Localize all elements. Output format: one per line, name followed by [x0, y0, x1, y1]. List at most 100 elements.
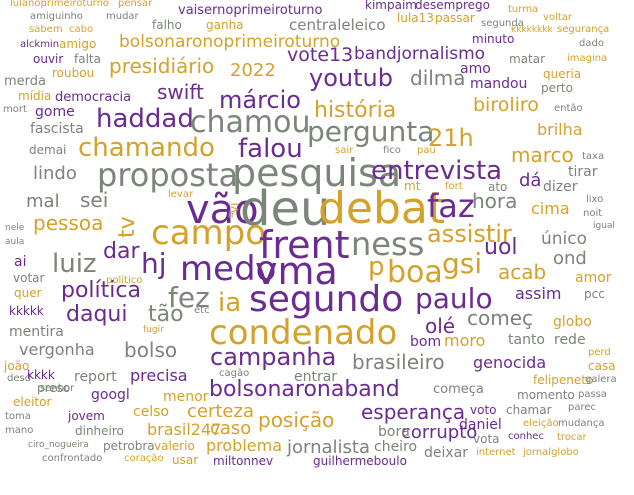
word: posição: [258, 408, 335, 432]
word: mandou: [470, 76, 528, 92]
word: jornalglobo: [523, 447, 579, 458]
word: rede: [554, 332, 586, 348]
word: nele: [5, 223, 25, 233]
word: brilha: [537, 120, 583, 139]
word: pergunta: [307, 115, 435, 148]
word: conhec: [508, 431, 544, 442]
word: guilhermeboulo: [313, 454, 407, 468]
word: usar: [172, 453, 199, 467]
word: ai: [14, 254, 27, 270]
word: proposta: [97, 156, 239, 194]
word: hora: [472, 189, 518, 213]
word: história: [314, 98, 397, 123]
word: haddad: [96, 104, 194, 134]
word: problema: [206, 436, 283, 455]
word: voto: [470, 403, 497, 417]
word: lixo: [586, 194, 604, 205]
word: deixar: [424, 445, 469, 461]
word: paulo: [415, 282, 493, 315]
word: sabem: [29, 24, 63, 35]
word: fez: [168, 281, 210, 314]
word: perto: [541, 81, 573, 95]
word: hj: [141, 247, 167, 280]
word: falta: [74, 52, 101, 66]
word: bolso: [124, 338, 178, 362]
word: vergonha: [19, 340, 95, 359]
word: report: [74, 369, 117, 385]
word: alckmin: [20, 39, 60, 50]
word: centraleleico: [289, 16, 386, 34]
word: globo: [553, 314, 592, 330]
word: minuto: [472, 32, 515, 46]
word: bolsonaronoprimeiroturno: [119, 32, 341, 52]
word: fascista: [30, 121, 84, 137]
word: entrevista: [371, 156, 503, 186]
word: começ: [467, 306, 534, 330]
word: vma: [255, 249, 338, 293]
word: tão: [148, 302, 184, 327]
word: vote13: [287, 44, 354, 66]
word: presidiário: [109, 54, 215, 78]
word: assistir: [427, 220, 512, 248]
word: celso: [133, 404, 170, 420]
word: queria: [543, 67, 582, 81]
word: sei: [80, 188, 109, 212]
word: ganha: [206, 18, 244, 32]
word: político: [106, 275, 143, 286]
word: vaisernoprimeiroturno: [178, 3, 323, 18]
word: pensar: [118, 0, 153, 9]
word: senhor: [40, 383, 75, 394]
word: menor: [163, 389, 209, 405]
word: voltar: [543, 12, 572, 23]
word: joão: [4, 359, 30, 373]
word: certeza: [187, 401, 254, 422]
word: moro: [444, 331, 486, 350]
word: campanha: [210, 343, 337, 371]
word: marco: [511, 143, 574, 167]
word: segunda: [481, 18, 524, 29]
word: chamando: [78, 133, 215, 163]
word: uol: [484, 235, 518, 260]
word: ness: [351, 225, 425, 263]
word: dado: [579, 38, 604, 49]
word: política: [61, 278, 141, 303]
word: luiz: [52, 249, 97, 279]
word: amiguinho: [30, 11, 83, 22]
word: desd: [7, 373, 32, 384]
word: mort: [3, 104, 27, 115]
word: momento: [517, 388, 575, 402]
word: entrar: [294, 369, 338, 385]
word: amor: [575, 270, 612, 286]
word: parec: [568, 402, 597, 413]
word: então: [554, 103, 583, 114]
word: mudar: [106, 11, 139, 22]
word: lindo: [33, 163, 77, 184]
word: olé: [425, 314, 456, 338]
word: genocida: [473, 353, 547, 372]
word: brasil247: [147, 420, 222, 439]
word: começa: [433, 382, 484, 397]
word: vota: [473, 432, 500, 446]
word: igual: [593, 221, 615, 231]
word: vão: [186, 187, 259, 233]
word: fort: [445, 181, 463, 192]
word: jovem: [68, 409, 105, 423]
word: mudança: [558, 418, 605, 429]
word: kkkk: [27, 368, 55, 382]
word: biroliro: [473, 94, 539, 116]
word: ouvir: [33, 52, 64, 66]
word: mal: [26, 191, 60, 212]
word: fico: [383, 145, 401, 156]
word: demai: [29, 143, 67, 157]
word: kkkkkkkk: [511, 25, 553, 35]
word: eleitor: [13, 395, 52, 409]
word: segundo: [249, 279, 404, 320]
word: tirar: [568, 164, 598, 180]
word: frent: [259, 223, 350, 267]
word: bandjornalismo: [354, 44, 486, 64]
word: confrontado: [42, 453, 103, 464]
word: ciro_nogueira: [28, 440, 89, 450]
word: matar: [509, 52, 546, 66]
word: medo: [180, 249, 277, 289]
